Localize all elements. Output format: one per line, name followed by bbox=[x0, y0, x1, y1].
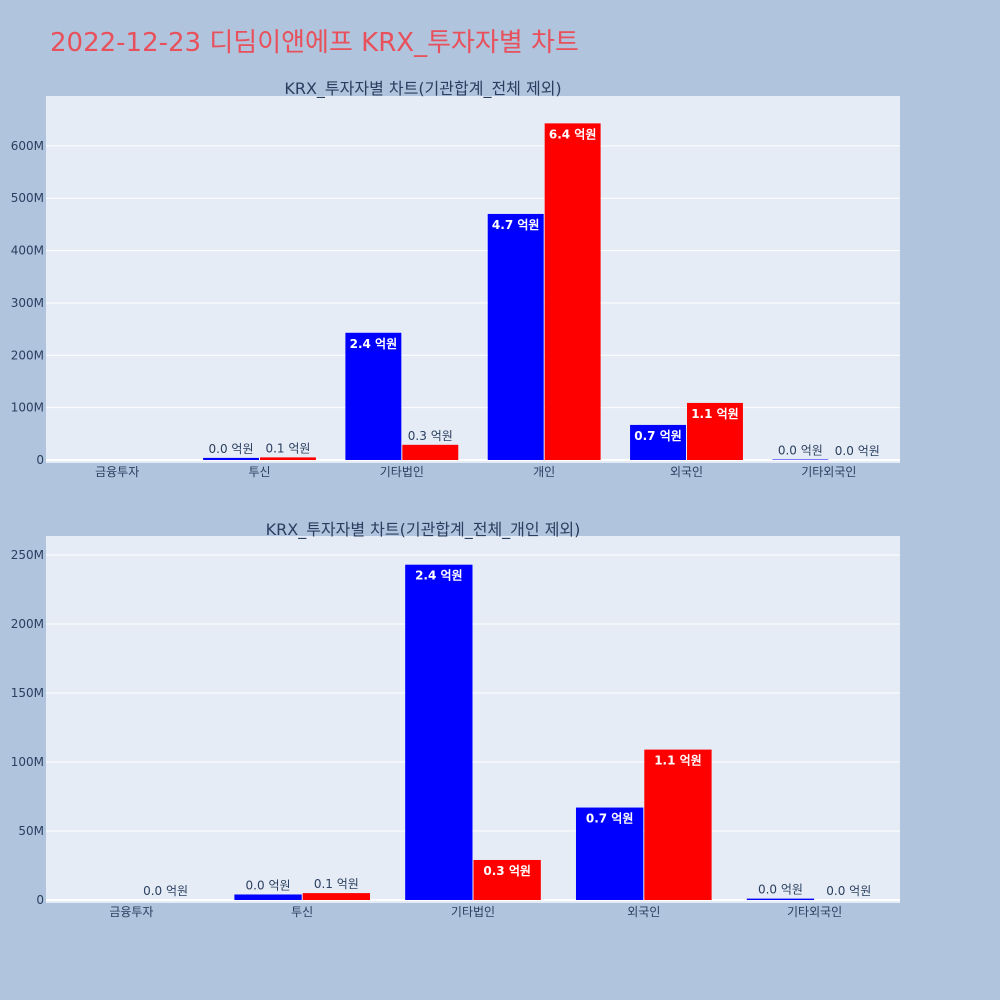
x-tick-label: 금융투자 bbox=[109, 905, 153, 919]
y-tick-label: 100M bbox=[11, 401, 44, 415]
data-label: 0.1 억원 bbox=[265, 441, 310, 455]
bar bbox=[234, 894, 302, 900]
data-label: 4.7 억원 bbox=[492, 218, 540, 232]
data-label: 0.0 억원 bbox=[778, 443, 823, 457]
bar bbox=[345, 332, 402, 460]
y-tick-label: 0 bbox=[36, 893, 44, 907]
bar bbox=[402, 444, 459, 460]
x-tick-label: 기타법인 bbox=[380, 465, 424, 479]
bar bbox=[772, 459, 829, 460]
x-tick-label: 외국인 bbox=[627, 905, 660, 919]
x-tick-label: 기타외국인 bbox=[787, 905, 842, 919]
data-label: 6.4 억원 bbox=[549, 127, 597, 141]
data-label: 0.1 억원 bbox=[314, 877, 359, 891]
bar bbox=[575, 807, 644, 900]
bar bbox=[487, 213, 544, 460]
data-label: 1.1 억원 bbox=[691, 407, 739, 421]
x-tick-label: 기타법인 bbox=[451, 905, 495, 919]
y-tick-label: 50M bbox=[18, 824, 44, 838]
y-tick-label: 300M bbox=[11, 296, 44, 310]
bar bbox=[544, 123, 601, 460]
y-tick-label: 100M bbox=[11, 755, 44, 769]
bar bbox=[260, 457, 316, 460]
data-label: 1.1 억원 bbox=[654, 754, 702, 768]
data-label: 2.4 억원 bbox=[350, 337, 398, 351]
y-tick-label: 0 bbox=[36, 453, 44, 467]
x-tick-label: 기타외국인 bbox=[801, 465, 856, 479]
bar bbox=[687, 402, 743, 460]
data-label: 0.3 억원 bbox=[483, 864, 531, 878]
x-tick-label: 개인 bbox=[533, 465, 555, 479]
bar bbox=[473, 859, 541, 900]
bar bbox=[405, 564, 473, 900]
plot-area bbox=[46, 536, 900, 903]
x-tick-label: 외국인 bbox=[670, 465, 703, 479]
y-tick-label: 250M bbox=[11, 548, 44, 562]
plot-area bbox=[46, 96, 900, 463]
data-label: 0.0 억원 bbox=[835, 444, 880, 458]
data-label: 0.0 억원 bbox=[758, 883, 803, 897]
bar bbox=[644, 749, 712, 900]
data-label: 0.3 억원 bbox=[408, 429, 453, 443]
y-tick-label: 200M bbox=[11, 617, 44, 631]
data-label: 0.0 억원 bbox=[143, 884, 188, 898]
bar bbox=[203, 457, 259, 460]
data-label: 0.7 억원 bbox=[634, 429, 682, 443]
bar bbox=[630, 424, 686, 460]
bar bbox=[746, 898, 815, 900]
data-label: 0.0 억원 bbox=[209, 442, 254, 456]
chart-title: KRX_투자자별 차트(기관합계_전체_개인 제외) bbox=[266, 520, 581, 540]
chart-top: KRX_투자자별 차트(기관합계_전체 제외) 0 100M 200M 300M 400M… bbox=[11, 79, 900, 479]
x-tick-label: 투신 bbox=[248, 465, 270, 479]
data-label: 0.7 억원 bbox=[586, 812, 634, 826]
y-tick-label: 200M bbox=[11, 348, 44, 362]
y-tick-label: 150M bbox=[11, 686, 44, 700]
chart-title: KRX_투자자별 차트(기관합계_전체 제외) bbox=[284, 79, 561, 99]
page-title: 2022-12-23 디딤이앤에프 KRX_투자자별 차트 bbox=[50, 28, 579, 58]
y-tick-label: 400M bbox=[11, 244, 44, 258]
x-tick-label: 금융투자 bbox=[95, 465, 139, 479]
x-tick-label: 투신 bbox=[291, 905, 313, 919]
bar bbox=[302, 893, 371, 900]
y-tick-label: 500M bbox=[11, 191, 44, 205]
y-tick-label: 600M bbox=[11, 139, 44, 153]
data-label: 0.0 억원 bbox=[826, 884, 871, 898]
data-label: 0.0 억원 bbox=[246, 878, 291, 892]
data-label: 2.4 억원 bbox=[415, 569, 463, 583]
